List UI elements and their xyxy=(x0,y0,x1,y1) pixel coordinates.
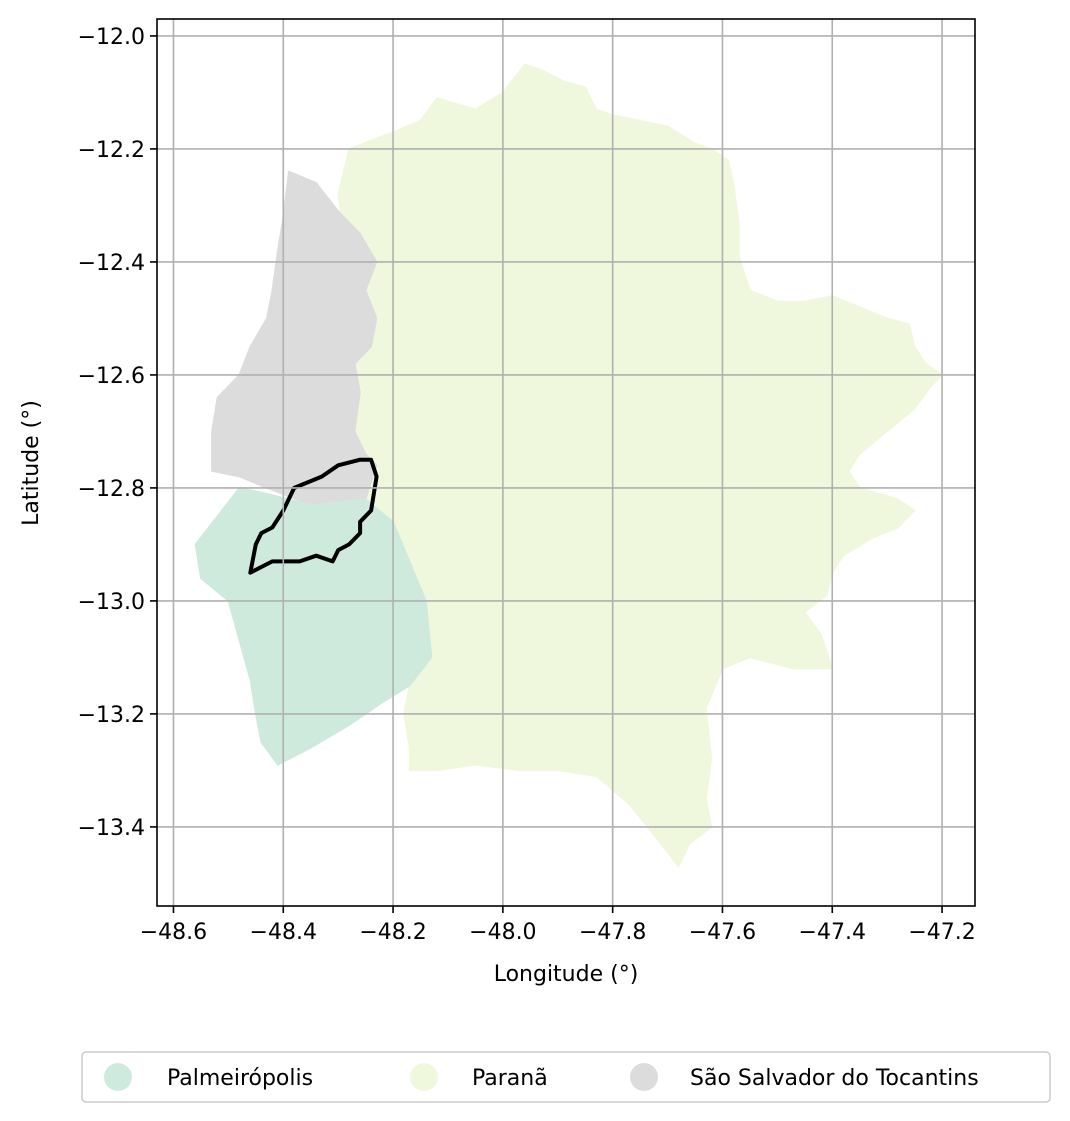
x-tick-label: −47.8 xyxy=(579,920,646,945)
y-tick-label: −12.2 xyxy=(78,138,145,163)
grid-lines xyxy=(157,19,975,906)
y-tick-label: −13.2 xyxy=(78,703,145,728)
y-tick-label: −13.0 xyxy=(78,590,145,615)
legend-label: Palmeirópolis xyxy=(167,1066,313,1091)
study-area-boundary xyxy=(248,457,379,575)
boundary-layer xyxy=(248,457,379,575)
legend-swatch xyxy=(630,1063,658,1091)
region-parana xyxy=(337,63,943,868)
region-palmeiropolis xyxy=(194,487,433,766)
legend-swatch xyxy=(410,1063,438,1091)
x-tick-label: −47.2 xyxy=(908,920,975,945)
legend-swatch xyxy=(104,1063,132,1091)
y-axis: −12.0 −12.2 −12.4 −12.6 −12.8 −13.0 −13.2 −13.4 xyxy=(78,25,157,841)
y-tick-label: −13.4 xyxy=(78,816,145,841)
legend-label: São Salvador do Tocantins xyxy=(690,1066,979,1091)
y-tick-label: −12.6 xyxy=(78,364,145,389)
y-tick-label: −12.4 xyxy=(78,251,145,276)
x-tick-label: −48.2 xyxy=(359,920,426,945)
legend-box xyxy=(81,1051,1051,1103)
y-axis-title: Latitude (°) xyxy=(19,400,44,526)
x-axis: −48.6 −48.4 −48.2 −48.0 −47.8 −47.6 −47.4 −47.2 xyxy=(140,906,976,945)
legend-label: Paranã xyxy=(472,1066,548,1091)
x-tick-label: −48.4 xyxy=(250,920,317,945)
x-tick-label: −48.0 xyxy=(469,920,536,945)
y-tick-label: −12.0 xyxy=(78,25,145,50)
plot-frame xyxy=(156,18,976,907)
x-axis-title: Longitude (°) xyxy=(494,962,639,987)
region-layer xyxy=(194,63,943,868)
x-tick-label: −48.6 xyxy=(140,920,207,945)
x-tick-label: −47.6 xyxy=(689,920,756,945)
y-tick-label: −12.8 xyxy=(78,477,145,502)
x-tick-label: −47.4 xyxy=(799,920,866,945)
legend: Palmeirópolis Paranã São Salvador do Tocan… xyxy=(81,1051,1051,1103)
